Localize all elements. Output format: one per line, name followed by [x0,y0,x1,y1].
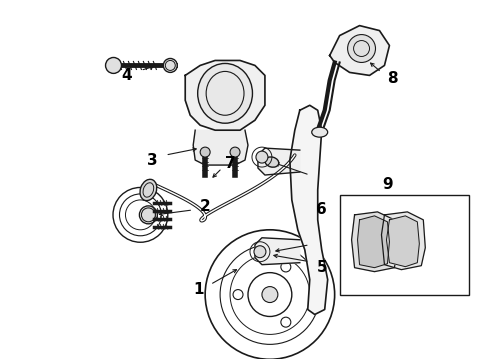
Ellipse shape [140,179,157,201]
Polygon shape [290,105,328,315]
Text: 1: 1 [193,282,203,297]
Circle shape [254,246,266,258]
Ellipse shape [163,58,177,72]
Circle shape [262,287,278,302]
Text: 4: 4 [121,68,132,83]
Polygon shape [185,60,265,130]
Circle shape [200,147,210,157]
Text: 5: 5 [317,260,327,275]
Circle shape [105,58,122,73]
Text: 7: 7 [225,156,235,171]
Polygon shape [382,212,425,270]
Text: 2: 2 [200,199,211,215]
Polygon shape [387,216,419,267]
Polygon shape [255,238,300,265]
Text: 8: 8 [387,71,398,86]
Circle shape [142,208,155,222]
Polygon shape [358,216,390,268]
Circle shape [256,151,268,163]
Polygon shape [258,148,300,175]
Text: 3: 3 [147,153,158,167]
Polygon shape [330,26,390,75]
Polygon shape [193,130,248,165]
Ellipse shape [197,63,252,123]
Circle shape [347,35,375,62]
Text: 9: 9 [382,177,393,193]
Polygon shape [352,212,397,272]
Ellipse shape [265,157,279,167]
Text: 6: 6 [317,202,327,217]
Ellipse shape [312,127,328,137]
Bar [340,195,469,294]
Circle shape [230,147,240,157]
